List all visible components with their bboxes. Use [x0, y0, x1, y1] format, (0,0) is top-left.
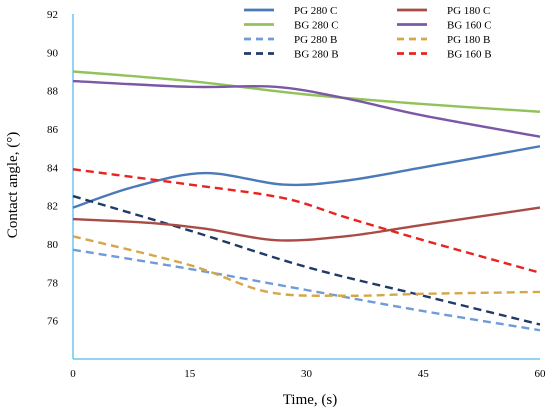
x-tick-label: 15	[184, 368, 196, 380]
legend-label: PG 280 C	[294, 5, 337, 17]
tick-labels: 0 15 30 45 60 76 78 80 82 84 86 88 90 92	[47, 9, 546, 380]
series-line-pg-180-b	[72, 235, 541, 297]
series-line-bg-160-b	[72, 168, 541, 274]
x-tick-label: 60	[535, 368, 547, 380]
legend-label: BG 160 B	[447, 49, 492, 61]
y-tick-label: 88	[47, 86, 59, 98]
legend-label: PG 280 B	[294, 34, 337, 46]
y-tick-label: 80	[47, 239, 59, 251]
series-line-bg-280-c	[72, 70, 541, 113]
y-axis-title: Contact angle, (°)	[5, 132, 21, 238]
legend-label: BG 280 C	[294, 20, 339, 32]
y-tick-label: 84	[47, 162, 59, 174]
chart-axes	[72, 14, 540, 360]
y-tick-label: 86	[47, 124, 59, 136]
x-tick-label: 45	[418, 368, 430, 380]
x-tick-label: 30	[301, 368, 313, 380]
y-tick-label: 82	[47, 201, 58, 213]
legend-label: BG 160 C	[447, 20, 492, 32]
series-line-pg-180-c	[72, 206, 541, 242]
series-line-bg-160-c	[72, 79, 541, 138]
x-tick-label: 0	[70, 368, 76, 380]
y-tick-label: 90	[47, 47, 59, 59]
legend-label: PG 180 C	[447, 5, 490, 17]
y-tick-label: 92	[47, 9, 58, 21]
series-line-pg-280-c	[72, 145, 541, 209]
chart-legend: PG 280 C BG 280 C PG 280 B BG 280 B PG 180 C…	[244, 5, 492, 61]
y-tick-label: 76	[47, 316, 59, 328]
series-line-pg-280-b	[72, 248, 541, 332]
legend-label: PG 180 B	[447, 34, 490, 46]
series-lines	[72, 70, 541, 332]
x-axis-title: Time, (s)	[283, 392, 337, 408]
y-tick-label: 78	[47, 277, 59, 289]
legend-label: BG 280 B	[294, 49, 339, 61]
